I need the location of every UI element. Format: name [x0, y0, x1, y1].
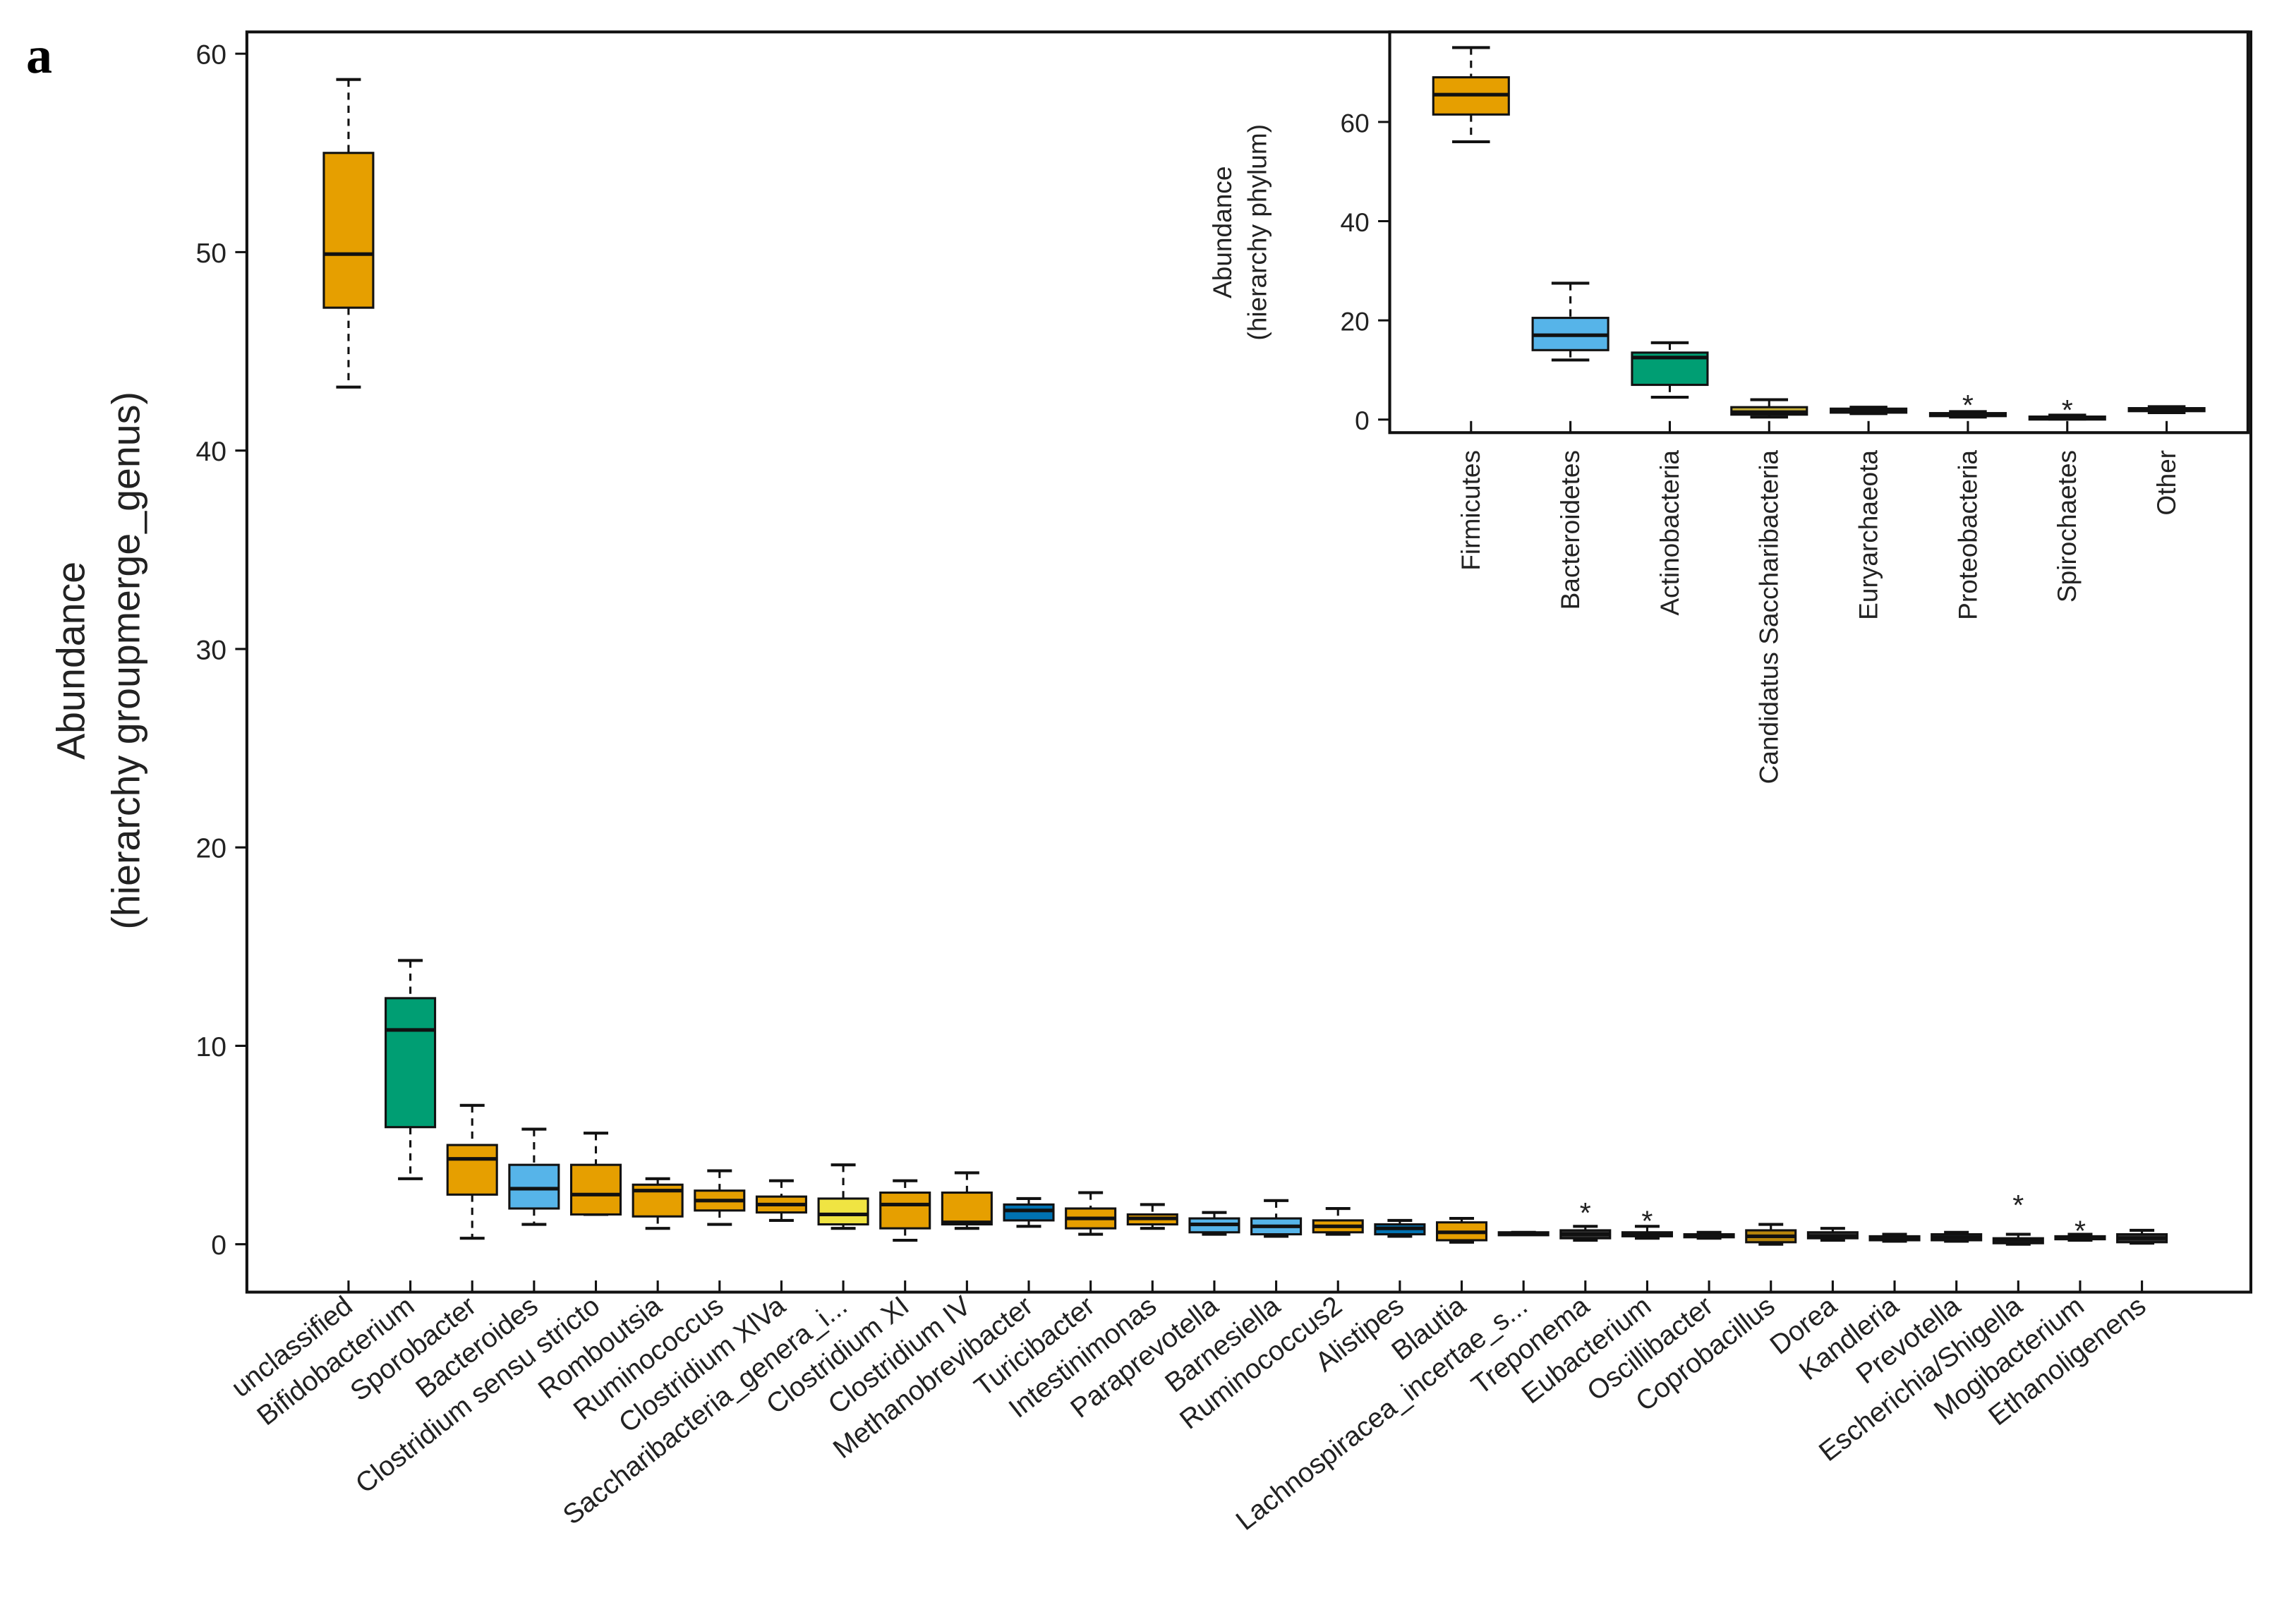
- box-bacteroidetes: Bacteroidetes: [1531, 281, 1609, 610]
- box-iqr: [322, 152, 375, 309]
- box-iqr: [941, 1191, 993, 1226]
- y-tick-label: 0: [1355, 406, 1370, 435]
- box-coprobacillus: Coprobacillus: [1630, 1223, 1797, 1417]
- outlier-marker: *: [2074, 1214, 2086, 1247]
- panel-label: a: [26, 27, 52, 85]
- box-iqr: [879, 1191, 931, 1230]
- box-actinobacteria: Actinobacteria: [1631, 341, 1709, 616]
- x-tick-label: Proteobacteria: [1952, 450, 1982, 620]
- box-iqr: [446, 1144, 498, 1196]
- box-iqr: [569, 1163, 622, 1216]
- box-iqr: [1003, 1203, 1055, 1222]
- x-tick-label: Candidatus Saccharibacteria: [1754, 450, 1784, 784]
- plot-frame: [245, 30, 2253, 1294]
- box-spirochaetes: * Spirochaetes: [2028, 394, 2106, 602]
- y-tick-label: 0: [211, 1230, 227, 1261]
- box-iqr: [385, 997, 437, 1129]
- y-tick-label: 20: [196, 834, 227, 864]
- plot-frame: [1388, 30, 2249, 435]
- box-euryarchaeota: Euryarchaeota: [1830, 406, 1908, 620]
- outlier-marker: *: [1962, 389, 1974, 421]
- box-firmicutes: Firmicutes: [1432, 46, 1510, 571]
- box-iqr: [508, 1163, 560, 1210]
- y-axis-label: Abundance: [49, 562, 92, 760]
- box-iqr: [817, 1197, 869, 1226]
- y-tick-label: 20: [1341, 307, 1370, 337]
- y-tick-label: 40: [1341, 207, 1370, 237]
- y-tick-label: 60: [1341, 108, 1370, 138]
- box-candidatus-saccharibacteria: Candidatus Saccharibacteria: [1730, 398, 1808, 784]
- outlier-marker: *: [1580, 1196, 1591, 1229]
- box-proteobacteria: * Proteobacteria: [1928, 389, 2007, 620]
- x-tick-label: Actinobacteria: [1655, 450, 1684, 616]
- x-tick-label: Other: [2151, 450, 2181, 516]
- y-tick-label: 50: [196, 238, 227, 269]
- outlier-marker: *: [2062, 394, 2073, 426]
- y-tick-label: 10: [196, 1032, 227, 1062]
- inset-plot: 0 20 40 60 Abundance (hierarchy phylum) Firmic…: [1207, 30, 2249, 784]
- outlier-marker: *: [1641, 1204, 1653, 1237]
- y-tick-label: 60: [196, 40, 227, 71]
- x-tick-label: Euryarchaeota: [1853, 450, 1883, 620]
- y-axis-label: (hierarchy groupmerge_genus): [104, 392, 148, 930]
- y-axis-label: (hierarchy phylum): [1243, 124, 1272, 341]
- y-tick-label: 40: [196, 437, 227, 467]
- box-ethanoligenens: Ethanoligenens: [1983, 1228, 2168, 1431]
- x-tick-label: Firmicutes: [1456, 450, 1485, 571]
- outlier-marker: *: [2012, 1189, 2024, 1221]
- x-tick-label: Bacteroidetes: [1555, 450, 1585, 610]
- box-other: Other: [2127, 405, 2206, 516]
- y-axis-label: Abundance: [1207, 166, 1237, 298]
- x-tick-label: Spirochaetes: [2052, 450, 2082, 602]
- y-tick-label: 30: [196, 635, 227, 665]
